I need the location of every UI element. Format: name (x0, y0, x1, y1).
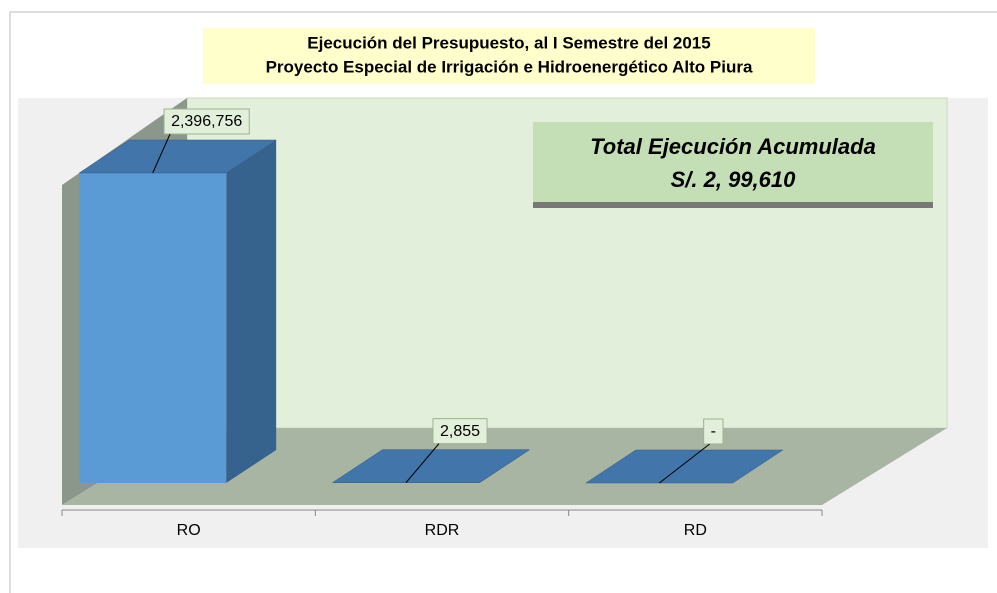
bar-front (79, 173, 227, 483)
bar (585, 449, 784, 484)
title-box (203, 28, 815, 84)
value-label-box (432, 418, 488, 445)
annotation-shadow (533, 200, 933, 208)
value-label: - (711, 423, 716, 440)
bar (78, 139, 277, 483)
annotation: S/. 2, 99,610 (671, 167, 797, 192)
bar-top (585, 449, 784, 484)
annotation: Total Ejecución Acumulada (590, 134, 876, 159)
value-label-box (703, 418, 724, 445)
bar (331, 449, 531, 483)
value-label: 2,855 (440, 423, 480, 440)
chart-subtitle: Proyecto Especial de Irrigación e Hidroe… (266, 57, 753, 76)
annotation-box (533, 122, 933, 202)
value-label-box (163, 108, 250, 135)
bar-top (78, 139, 277, 174)
bar-top (331, 449, 531, 483)
x-tick-label: RD (684, 522, 707, 539)
chart-title: Ejecución del Presupuesto, al I Semestre… (307, 33, 710, 52)
x-tick-label: RDR (425, 522, 460, 539)
value-label: 2,396,756 (171, 113, 242, 130)
bar-side (226, 140, 277, 483)
leader-line (405, 443, 440, 483)
leader-line (659, 443, 710, 484)
leader-line (152, 133, 171, 174)
x-tick-label: RO (177, 522, 201, 539)
